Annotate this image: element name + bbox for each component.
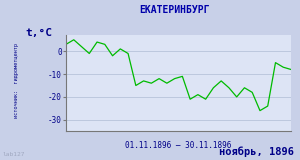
Text: ЕКАТЕРИНБУРГ: ЕКАТЕРИНБУРГ: [139, 5, 209, 15]
Text: источник:  гидрометцентр: источник: гидрометцентр: [14, 43, 19, 117]
Text: 01.11.1896 – 30.11.1896: 01.11.1896 – 30.11.1896: [125, 141, 232, 150]
Text: lab127: lab127: [3, 152, 26, 157]
Text: ноябрь, 1896: ноябрь, 1896: [219, 146, 294, 157]
Text: t,°C: t,°C: [26, 28, 52, 37]
